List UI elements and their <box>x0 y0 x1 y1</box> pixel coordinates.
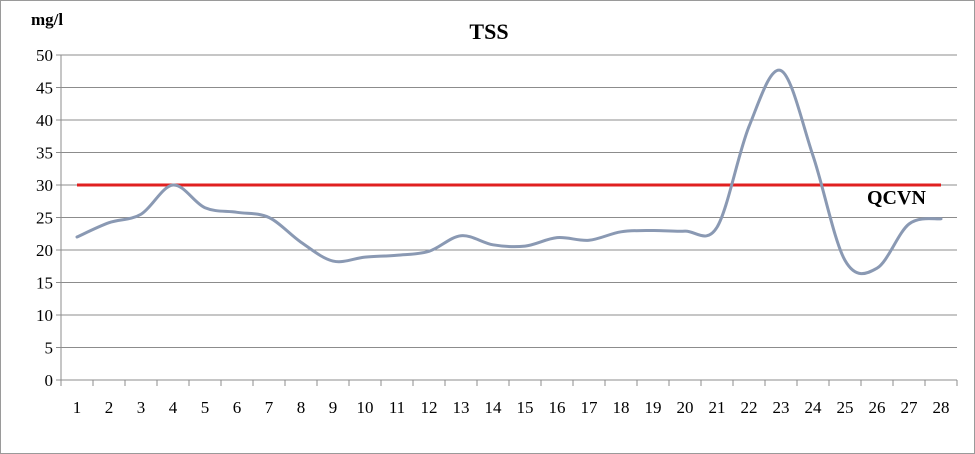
data-point-13 <box>460 234 463 237</box>
x-tick-labels: 1 2 3 4 5 6 7 8 9 10 11 12 13 14 15 16 17 18 19 20 21 22 23 24 2… <box>73 398 950 417</box>
axes <box>56 54 958 386</box>
y-tick-label-35: 35 <box>36 144 53 163</box>
x-tick-label-24: 24 <box>805 398 823 417</box>
x-tick-label-6: 6 <box>233 398 242 417</box>
data-point-7 <box>268 216 271 219</box>
x-tick-label-23: 23 <box>773 398 790 417</box>
x-tick-label-19: 19 <box>645 398 662 417</box>
data-point-8 <box>300 241 303 244</box>
y-tick-label-5: 5 <box>45 339 54 358</box>
y-tick-label-30: 30 <box>36 176 53 195</box>
x-tick-label-1: 1 <box>73 398 82 417</box>
data-point-19 <box>652 229 655 232</box>
x-tick-label-5: 5 <box>201 398 210 417</box>
data-point-28 <box>940 217 943 220</box>
data-point-22 <box>748 125 751 128</box>
data-point-16 <box>556 236 559 239</box>
data-point-12 <box>428 250 431 253</box>
x-tick-label-21: 21 <box>709 398 726 417</box>
x-tick-label-27: 27 <box>901 398 919 417</box>
y-tick-label-20: 20 <box>36 241 53 260</box>
data-point-9 <box>332 260 335 263</box>
data-point-20 <box>684 230 687 233</box>
x-tick-label-9: 9 <box>329 398 338 417</box>
y-tick-label-0: 0 <box>45 371 54 390</box>
y-axis-unit-label: mg/l <box>31 10 63 29</box>
x-tick-label-14: 14 <box>485 398 503 417</box>
x-tick-label-20: 20 <box>677 398 694 417</box>
data-point-27 <box>908 223 911 226</box>
chart-title: TSS <box>469 19 508 44</box>
y-tick-label-25: 25 <box>36 209 53 228</box>
x-tick-label-17: 17 <box>581 398 599 417</box>
series-line-tss-0 <box>75 68 943 276</box>
data-point-6 <box>236 211 239 214</box>
data-point-18 <box>620 230 623 233</box>
x-tick-label-4: 4 <box>169 398 178 417</box>
x-tick-label-13: 13 <box>453 398 470 417</box>
reference-line-label: QCVN <box>867 187 926 209</box>
x-tick-label-16: 16 <box>549 398 566 417</box>
data-point-26 <box>876 267 879 270</box>
data-point-25 <box>844 259 847 262</box>
x-tick-label-12: 12 <box>421 398 438 417</box>
data-point-11 <box>396 254 399 257</box>
y-tick-label-15: 15 <box>36 274 53 293</box>
x-tick-label-3: 3 <box>137 398 146 417</box>
y-tick-labels: 0 5 10 15 20 25 30 35 40 45 50 <box>36 46 53 390</box>
x-tick-label-11: 11 <box>389 398 405 417</box>
data-point-23 <box>780 69 783 72</box>
data-point-4 <box>172 184 175 187</box>
data-point-21 <box>716 226 719 229</box>
x-tick-label-28: 28 <box>933 398 950 417</box>
y-tick-label-45: 45 <box>36 79 53 98</box>
data-point-24 <box>812 154 815 157</box>
data-point-10 <box>364 256 367 259</box>
data-point-5 <box>204 206 207 209</box>
data-point-2 <box>108 221 111 224</box>
y-tick-label-50: 50 <box>36 46 53 65</box>
x-tick-label-26: 26 <box>869 398 886 417</box>
y-tick-label-10: 10 <box>36 306 53 325</box>
data-point-14 <box>492 243 495 246</box>
x-tick-label-10: 10 <box>357 398 374 417</box>
x-tick-label-7: 7 <box>265 398 274 417</box>
data-point-17 <box>588 239 591 242</box>
series-group <box>75 68 943 276</box>
x-tick-label-18: 18 <box>613 398 630 417</box>
y-tick-label-40: 40 <box>36 111 53 130</box>
data-point-1 <box>76 236 79 239</box>
x-tick-label-25: 25 <box>837 398 854 417</box>
x-tick-label-2: 2 <box>105 398 114 417</box>
data-point-15 <box>524 245 527 248</box>
x-tick-label-15: 15 <box>517 398 534 417</box>
x-tick-label-8: 8 <box>297 398 306 417</box>
x-tick-label-22: 22 <box>741 398 758 417</box>
data-point-3 <box>140 213 143 216</box>
